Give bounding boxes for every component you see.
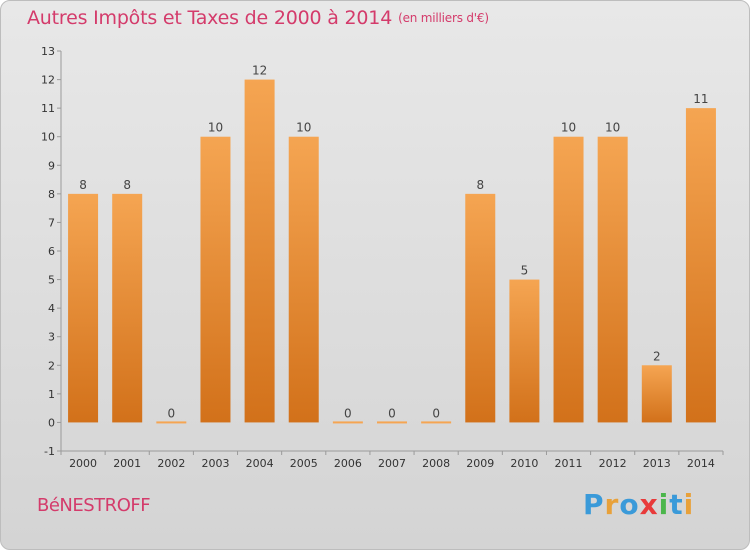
bar-value-label: 0: [432, 406, 440, 420]
place-name: BéNESTROFF: [37, 495, 151, 516]
y-tick-label: 6: [48, 245, 55, 258]
bar: [421, 421, 452, 424]
bar: [288, 136, 319, 423]
y-tick-label: 3: [48, 331, 55, 344]
bar-value-label: 10: [561, 121, 576, 135]
bar: [332, 421, 363, 424]
x-tick-label: 2002: [157, 457, 185, 470]
x-tick-label: 2011: [555, 457, 583, 470]
bar-value-label: 10: [605, 121, 620, 135]
bar-value-label: 2: [653, 349, 661, 363]
x-tick-label: 2014: [687, 457, 715, 470]
x-tick-label: 2005: [290, 457, 318, 470]
x-tick-label: 2006: [334, 457, 362, 470]
y-tick-label: 12: [41, 74, 55, 87]
bar-value-label: 8: [476, 178, 484, 192]
bar-value-label: 12: [252, 64, 267, 78]
bar: [377, 421, 407, 424]
chart-title-text: Autres Impôts et Taxes de 2000 à 2014: [27, 7, 393, 29]
y-tick-label: 2: [48, 359, 55, 372]
y-tick-label: 10: [41, 131, 55, 144]
y-tick-label: 11: [41, 102, 55, 115]
brand-letter: i: [658, 488, 670, 521]
x-tick-label: 2012: [599, 457, 627, 470]
bar: [200, 136, 231, 423]
y-tick-label: 5: [48, 274, 55, 287]
bar: [641, 365, 672, 423]
bar: [112, 193, 143, 423]
bar: [685, 108, 716, 423]
bar: [68, 193, 99, 423]
bar: [509, 279, 540, 423]
x-tick-label: 2008: [422, 457, 450, 470]
brand-letter: o: [619, 488, 640, 521]
x-tick-label: 2003: [201, 457, 229, 470]
brand-logo[interactable]: Proxiti: [583, 488, 694, 521]
bar-value-label: 0: [168, 406, 176, 420]
bar-value-label: 5: [521, 264, 529, 278]
x-tick-label: 2000: [69, 457, 97, 470]
bar: [244, 79, 275, 423]
bar: [465, 193, 496, 423]
bar-value-label: 10: [208, 121, 223, 135]
brand-letter: t: [669, 488, 684, 521]
bar: [156, 421, 187, 424]
chart-labels: 8200082001020021020031220041020050200602…: [69, 64, 715, 470]
y-tick-label: 8: [48, 188, 55, 201]
chart-bars: [68, 79, 716, 424]
brand-letter: P: [583, 488, 605, 521]
y-tick-label: 0: [48, 416, 55, 429]
y-tick-label: -1: [44, 445, 55, 458]
bar: [553, 136, 584, 423]
bar-value-label: 8: [123, 178, 131, 192]
x-tick-label: 2001: [113, 457, 141, 470]
bar-value-label: 0: [344, 406, 352, 420]
chart-unit-label: (en milliers d'€): [398, 11, 489, 25]
x-tick-label: 2004: [246, 457, 274, 470]
bar: [597, 136, 628, 423]
bar-value-label: 8: [79, 178, 87, 192]
chart-title: Autres Impôts et Taxes de 2000 à 2014 (en…: [27, 7, 489, 29]
y-tick-label: 1: [48, 388, 55, 401]
bar-value-label: 10: [296, 121, 311, 135]
x-tick-label: 2009: [466, 457, 494, 470]
y-tick-label: 4: [48, 302, 55, 315]
brand-letter: x: [639, 488, 659, 521]
x-tick-label: 2007: [378, 457, 406, 470]
bar-value-label: 0: [388, 406, 396, 420]
brand-letter: r: [604, 488, 620, 521]
brand-letter: i: [683, 488, 695, 521]
y-tick-label: 9: [48, 159, 55, 172]
x-tick-label: 2010: [510, 457, 538, 470]
y-tick-label: 13: [41, 45, 55, 58]
x-tick-label: 2013: [643, 457, 671, 470]
y-tick-label: 7: [48, 216, 55, 229]
bar-value-label: 11: [693, 92, 708, 106]
